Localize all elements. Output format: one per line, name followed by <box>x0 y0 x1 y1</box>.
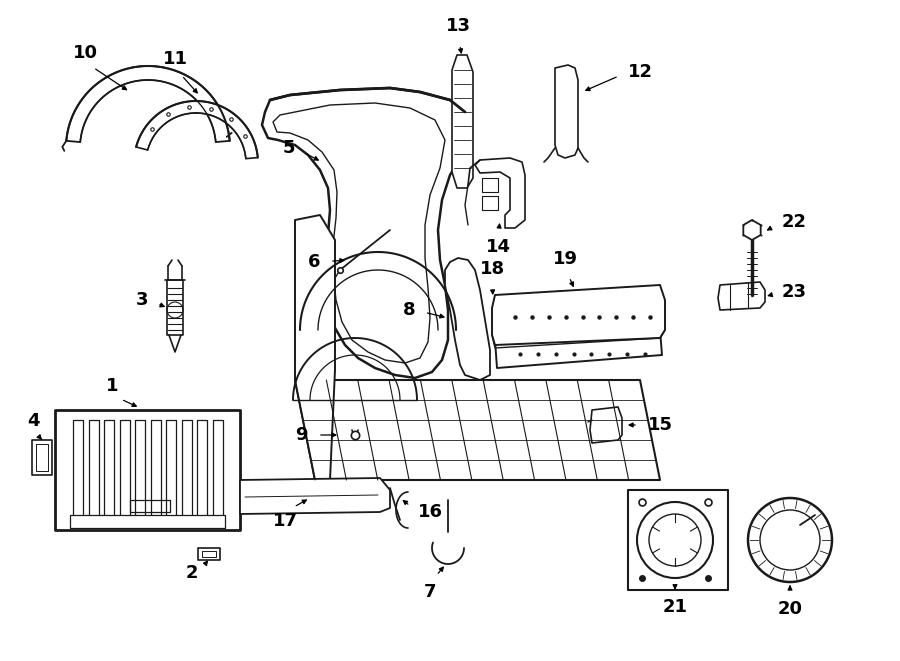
Polygon shape <box>67 66 230 142</box>
Polygon shape <box>197 420 207 520</box>
Polygon shape <box>70 515 225 528</box>
Text: 8: 8 <box>402 301 415 319</box>
Polygon shape <box>262 88 468 378</box>
Polygon shape <box>295 215 335 480</box>
Circle shape <box>760 510 820 570</box>
Polygon shape <box>55 410 240 530</box>
Text: 16: 16 <box>418 503 443 521</box>
Text: 12: 12 <box>628 63 653 81</box>
Polygon shape <box>182 420 192 520</box>
Polygon shape <box>151 420 161 520</box>
Polygon shape <box>743 220 760 240</box>
Text: 23: 23 <box>782 283 807 301</box>
Polygon shape <box>32 440 52 475</box>
Polygon shape <box>120 420 130 520</box>
Text: 6: 6 <box>308 253 320 271</box>
Text: 5: 5 <box>283 139 295 157</box>
Circle shape <box>637 502 713 578</box>
Polygon shape <box>88 420 99 520</box>
Text: 21: 21 <box>662 598 688 616</box>
Polygon shape <box>482 178 498 192</box>
Text: 13: 13 <box>446 17 471 35</box>
Polygon shape <box>590 407 622 443</box>
Text: 7: 7 <box>424 583 436 601</box>
Text: 2: 2 <box>185 564 198 582</box>
Polygon shape <box>136 101 257 159</box>
Text: 19: 19 <box>553 250 578 268</box>
Polygon shape <box>718 282 765 310</box>
Text: 3: 3 <box>136 291 148 309</box>
Polygon shape <box>628 490 728 590</box>
Text: 10: 10 <box>73 44 97 62</box>
Text: 22: 22 <box>782 213 807 231</box>
Polygon shape <box>198 548 220 560</box>
Polygon shape <box>295 380 660 480</box>
Polygon shape <box>240 478 390 514</box>
Polygon shape <box>555 65 578 158</box>
Text: 14: 14 <box>485 238 510 256</box>
Text: 11: 11 <box>163 50 187 68</box>
Polygon shape <box>213 420 223 520</box>
Text: 18: 18 <box>480 260 505 278</box>
Polygon shape <box>482 196 498 210</box>
Polygon shape <box>167 280 183 335</box>
Polygon shape <box>475 158 525 228</box>
Polygon shape <box>104 420 114 520</box>
Text: 15: 15 <box>648 416 673 434</box>
Polygon shape <box>495 330 662 368</box>
Polygon shape <box>452 55 473 188</box>
Text: 1: 1 <box>106 377 118 395</box>
Polygon shape <box>73 420 83 520</box>
Text: 20: 20 <box>778 600 803 618</box>
Polygon shape <box>166 420 176 520</box>
Polygon shape <box>135 420 145 520</box>
Polygon shape <box>445 258 490 380</box>
Polygon shape <box>492 285 665 345</box>
Text: 17: 17 <box>273 512 298 530</box>
Circle shape <box>748 498 832 582</box>
Text: 4: 4 <box>27 412 40 430</box>
Text: 9: 9 <box>295 426 308 444</box>
